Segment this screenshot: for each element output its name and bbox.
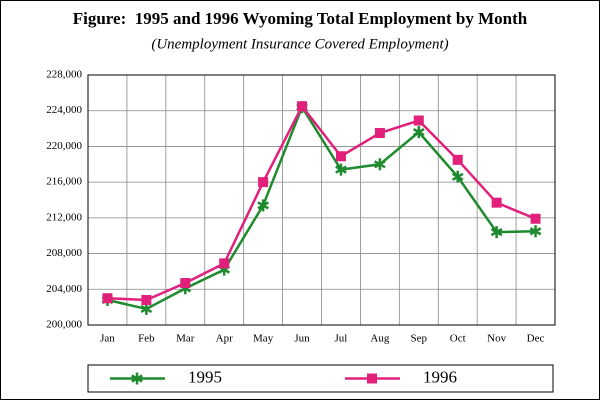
y-tick-label: 204,000 [46,283,82,295]
plot-border [87,74,556,326]
x-tick-label: Jun [294,333,310,345]
x-tick-label: Jan [100,333,115,345]
marker [529,225,542,238]
marker [452,154,463,165]
marker [490,226,503,239]
marker [335,151,346,162]
marker [451,170,464,183]
y-tick-label: 220,000 [46,140,82,152]
y-tick-label: 208,000 [46,247,82,259]
legend-label: 1995 [188,367,222,386]
legend-label: 1996 [423,367,457,386]
series-line [107,104,536,311]
x-tick-label: Jul [335,333,348,345]
x-tick-label: Feb [138,333,155,345]
x-tick-label: Apr [216,333,233,345]
marker [412,126,425,139]
marker [102,293,113,304]
marker [335,163,347,176]
chart-title: Figure: 1995 and 1996 Wyoming Total Empl… [73,9,528,28]
x-tick-label: Dec [527,333,545,345]
marker [530,213,541,224]
marker [180,278,191,289]
x-tick-label: Mar [176,333,195,345]
marker [258,177,269,188]
marker [257,199,269,212]
marker [131,372,143,385]
y-tick-label: 216,000 [46,176,82,188]
x-tick-label: May [253,333,274,345]
marker [374,158,386,171]
marker [413,115,424,126]
marker [219,258,230,269]
series-line [107,103,537,302]
chart-subtitle: (Unemployment Insurance Covered Employme… [151,36,448,52]
x-tick-label: Sep [411,333,428,345]
x-tick-label: Oct [450,333,466,345]
x-tick-label: Nov [487,333,506,345]
marker [491,197,502,208]
y-tick-label: 200,000 [46,319,82,331]
y-tick-label: 228,000 [46,69,82,81]
y-tick-label: 224,000 [46,104,82,116]
x-tick-label: Aug [370,333,389,345]
marker [367,373,377,384]
marker [297,101,308,112]
marker [141,295,152,305]
marker [374,128,385,139]
legend [87,364,554,393]
y-tick-label: 212,000 [46,211,82,223]
